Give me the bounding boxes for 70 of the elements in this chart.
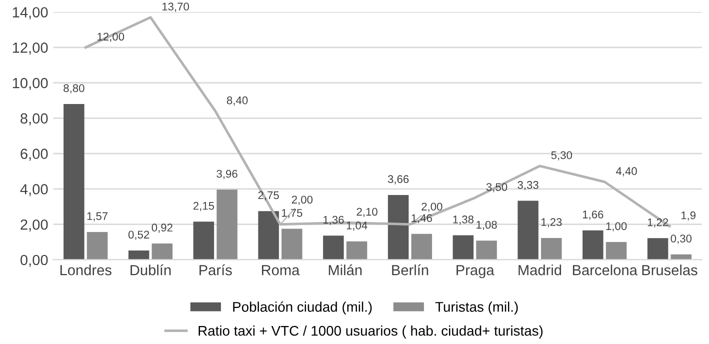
x-tick-label: Milán	[328, 264, 362, 276]
x-tick-label: Berlín	[392, 264, 428, 276]
bar	[258, 211, 279, 260]
x-tick-label: Bruselas	[642, 264, 698, 276]
data-label: 1,08	[476, 220, 497, 230]
y-tick-label: 0,00	[20, 254, 48, 267]
x-tick-label: Praga	[456, 265, 494, 278]
data-label: 12,00	[98, 32, 124, 42]
y-tick-label: 14,00	[12, 7, 48, 20]
legend-label: Población ciudad (mil.)	[233, 301, 372, 315]
data-label: 1,66	[582, 210, 604, 220]
bar	[476, 240, 497, 260]
bar	[541, 238, 562, 260]
x-tick-label: Barcelona	[572, 264, 638, 276]
bar	[216, 190, 238, 260]
data-label: 0,92	[152, 224, 172, 233]
bar	[64, 104, 84, 260]
data-label: 8,80	[64, 84, 84, 94]
data-label: 8,40	[226, 96, 248, 106]
bar	[323, 236, 344, 260]
data-label: 1,22	[648, 218, 668, 228]
data-label: 5,30	[551, 151, 572, 160]
data-label: 3,33	[518, 181, 538, 190]
data-label: 0,30	[670, 234, 692, 244]
data-label: 1,46	[412, 214, 432, 224]
data-label: 1,23	[541, 218, 562, 228]
x-tick-label: Londres	[60, 264, 112, 276]
data-label: 1,00	[606, 222, 627, 232]
data-label: 1,36	[323, 216, 344, 226]
bar	[606, 242, 627, 260]
data-label: 1,9	[681, 211, 696, 221]
y-tick-label: 6,00	[20, 148, 48, 161]
data-label: 3,96	[216, 170, 238, 180]
data-label: 2,75	[258, 191, 279, 200]
data-label: 2,00	[422, 202, 442, 212]
y-tick-label: 10,00	[12, 78, 48, 90]
x-tick-label: Madrid	[518, 264, 562, 276]
bar	[647, 238, 668, 260]
bar	[193, 222, 214, 260]
bar	[452, 235, 474, 260]
bar	[152, 243, 173, 260]
y-tick-label: 12,00	[12, 42, 48, 55]
data-label: 13,70	[162, 2, 189, 12]
data-label: 4,40	[616, 167, 637, 176]
data-label: 2,10	[356, 208, 378, 218]
bar	[518, 200, 538, 260]
legend-label: Ratio taxi + VTC / 1000 usuarios ( hab. ciudad+ turistas)	[198, 326, 543, 338]
y-tick-label: 2,00	[20, 219, 48, 232]
data-label: 3,66	[388, 175, 409, 184]
bar	[346, 241, 368, 260]
data-label: 1,38	[453, 216, 474, 225]
x-tick-label: Roma	[262, 265, 300, 276]
bar	[128, 250, 150, 260]
data-label: 0,52	[128, 230, 150, 240]
bar	[411, 234, 432, 260]
y-tick-label: 8,00	[20, 113, 48, 126]
x-tick-label: París	[200, 264, 232, 276]
bar	[86, 232, 108, 260]
x-tick-label: Dublín	[130, 264, 171, 276]
data-label: 1,75	[282, 209, 302, 218]
bar	[282, 228, 302, 260]
data-label: 2,00	[292, 196, 313, 205]
y-tick-label: 4,00	[20, 184, 48, 196]
data-label: 1,04	[346, 222, 368, 231]
bar	[388, 194, 409, 260]
data-label: 3,50	[486, 183, 508, 192]
legend-label: Turistas (mil.)	[435, 302, 518, 315]
bar	[582, 230, 604, 260]
data-label: 1,57	[87, 212, 108, 222]
data-label: 2,15	[193, 202, 214, 212]
